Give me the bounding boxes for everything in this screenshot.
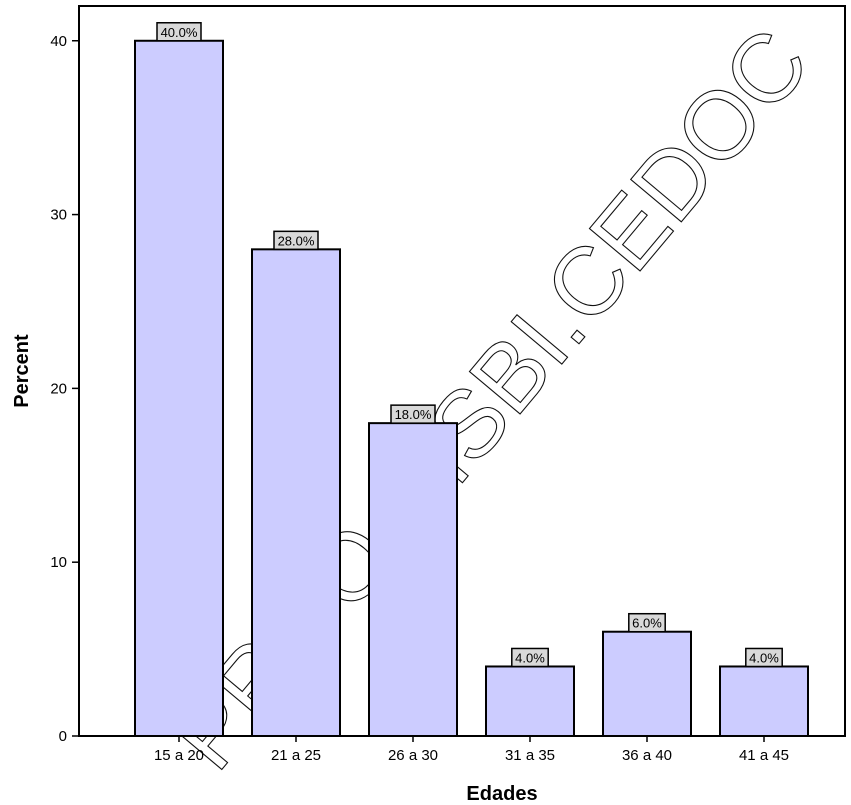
y-tick-label: 40 (50, 33, 67, 50)
data-label-box (273, 230, 319, 251)
y-axis-title: Percent (11, 334, 33, 408)
data-labels: 40.0% 28.0% 18.0% 4.0% 6.0% 4.0% (156, 22, 783, 668)
y-tick-label: 10 (50, 554, 67, 571)
data-label: 28.0% (278, 233, 315, 248)
data-label-box (745, 647, 783, 668)
x-tick-label: 15 a 20 (154, 747, 204, 764)
bar (719, 665, 809, 738)
data-label: 18.0% (395, 407, 432, 422)
x-tick-label: 41 a 45 (739, 747, 789, 764)
x-tick-label: 36 a 40 (622, 747, 672, 764)
x-axis-title: Edades (466, 783, 537, 805)
data-label: 4.0% (515, 650, 545, 665)
data-label: 4.0% (749, 650, 779, 665)
bar (602, 630, 692, 738)
bars (134, 39, 809, 738)
data-label-box (390, 404, 436, 424)
y-tick-label: 20 (50, 380, 67, 397)
y-tick-label: 0 (59, 728, 67, 745)
bar (134, 39, 224, 738)
x-tick-label: 21 a 25 (271, 747, 321, 764)
data-label-box (156, 22, 202, 42)
y-tick-label: 30 (50, 207, 67, 224)
data-label-box (628, 612, 666, 633)
axes: 15 a 20 21 a 25 26 a 30 31 a 35 36 a 40 41 a … (50, 5, 846, 764)
bar (368, 422, 458, 737)
data-label-box (511, 647, 549, 668)
bar (485, 665, 575, 738)
data-label: 40.0% (161, 25, 198, 40)
data-label: 6.0% (632, 616, 662, 631)
bar (251, 248, 341, 737)
x-tick-label: 31 a 35 (505, 747, 555, 764)
x-tick-label: 26 a 30 (388, 747, 438, 764)
plot-frame (78, 5, 846, 737)
